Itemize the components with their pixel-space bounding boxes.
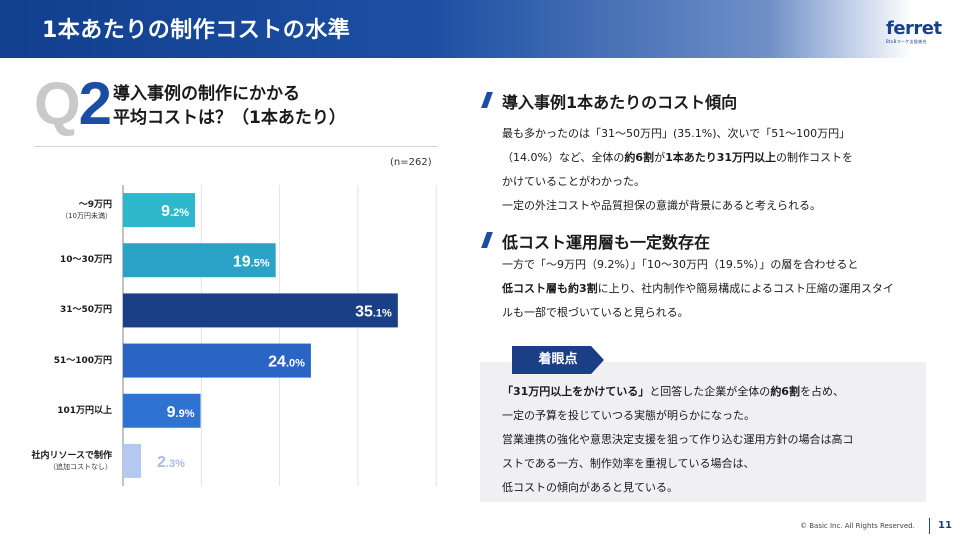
category-name: 10〜30万円	[59, 255, 112, 266]
trend-text-segment: （14.0%）など、全体の	[502, 151, 625, 164]
point-line: 低コストの傾向があると見ている。	[502, 476, 853, 500]
chart-bar	[123, 243, 276, 278]
section-body-lowcost: 一方で「〜9万円（9.2%）」「10〜30万円（19.5%）」の層を合わせると低…	[502, 253, 894, 325]
data-label-main: 35	[355, 303, 373, 320]
chart-bar	[123, 193, 196, 228]
question-divider	[34, 146, 438, 147]
trend-line: （14.0%）など、全体の約6割が1本あたり31万円以上の制作コストを	[502, 146, 853, 170]
chart-category-label: 社内リソースで制作 （追加コストなし）	[4, 450, 112, 472]
data-label-decimal: .3%	[166, 458, 185, 470]
lowcost-line: ルも一部で根づいていると見られる。	[502, 301, 894, 325]
chart-category-label: 10〜30万円	[4, 254, 112, 266]
chart-bar	[123, 343, 311, 378]
data-label-decimal: .9%	[176, 408, 195, 420]
question-line-1: 導入事例の制作にかかる	[113, 84, 300, 104]
trend-text-segment: が	[654, 151, 666, 164]
footer-divider	[929, 518, 930, 534]
ferret-logo: ferret BtoBマーケ支援総合	[886, 18, 946, 50]
point-text-segment: ストである一方、制作効率を重視している場合は、	[502, 457, 755, 470]
lowcost-line: 一方で「〜9万円（9.2%）」「10〜30万円（19.5%）」の層を合わせると	[502, 253, 894, 277]
trend-text-segment: 1本あたり31万円以上	[665, 151, 777, 164]
category-name: 51〜100万円	[53, 355, 112, 366]
section-title-trend: 導入事例1本あたりのコスト傾向	[502, 93, 738, 112]
trend-text-segment: 約6割	[624, 151, 655, 164]
point-line: 営業連携の強化や意思決定支援を狙って作り込む運用方針の場合は高コ	[502, 428, 853, 452]
point-text-segment: 一定の予算を投じていつる実態が明らかになった。	[502, 409, 755, 422]
section-body-trend: 最も多かったのは「31〜50万円」(35.1%)、次いで「51〜100万円」 （1…	[502, 122, 853, 218]
page-title: 1本あたりの制作コストの水準	[42, 18, 351, 43]
data-label-main: 2	[157, 454, 166, 471]
category-name: 社内リソースで制作	[31, 450, 112, 461]
chart-data-label: 35.1%	[355, 303, 392, 320]
chart-data-label: 9.9%	[167, 404, 195, 421]
bar-chart: 9.2%19.5%35.1%24.0%9.9%2.3%	[122, 185, 437, 486]
insight-tag: 着眼点	[512, 346, 604, 374]
insight-body: 「31万円以上をかけている」と回答した企業が全体の約6割を占め、一定の予算を投じ…	[502, 380, 853, 500]
point-text-segment: 低コストの傾向があると見ている。	[502, 481, 678, 494]
category-name: 31〜50万円	[59, 305, 112, 316]
trend-line: 一定の外注コストや品質担保の意識が背景にあると考えられる。	[502, 194, 853, 218]
chart-bar	[123, 443, 142, 478]
category-note: （追加コストなし）	[49, 462, 112, 471]
trend-line: かけていることがわかった。	[502, 170, 853, 194]
trend-text-segment: の制作コストを	[776, 151, 854, 164]
point-line: 一定の予算を投じていつる実態が明らかになった。	[502, 404, 853, 428]
chart-data-label: 24.0%	[268, 354, 305, 371]
logo-wordmark: ferret	[886, 18, 942, 39]
section-marker-lowcost	[481, 232, 493, 248]
question-text: 導入事例の制作にかかる 平均コストは？（1本あたり）	[113, 82, 346, 130]
chart-category-label: 31〜50万円	[4, 304, 112, 316]
data-label-main: 9	[167, 404, 176, 421]
data-label-decimal: .5%	[251, 257, 270, 269]
category-note: （10万円未満）	[61, 212, 112, 221]
question-letter: Q	[34, 70, 81, 137]
question-line-2: 平均コストは？（1本あたり）	[113, 108, 346, 128]
chart-category-label: 〜9万円 （10万円未満）	[4, 199, 112, 221]
category-name: 〜9万円	[78, 200, 112, 211]
insight-box	[480, 362, 926, 502]
point-text-segment: 営業連携の強化や意思決定支援を狙って作り込む運用方針の場合は高コ	[502, 433, 854, 446]
question-number: Q2	[34, 74, 112, 134]
data-label-decimal: .0%	[286, 358, 305, 370]
point-line: ストである一方、制作効率を重視している場合は、	[502, 452, 853, 476]
copyright: © Basic Inc. All Rights Reserved.	[800, 522, 915, 530]
lowcost-text-segment: 低コスト層も約3割	[502, 282, 598, 295]
data-label-decimal: .1%	[373, 307, 392, 319]
data-label-main: 24	[268, 354, 286, 371]
chart-category-label: 101万円以上	[4, 405, 112, 417]
point-line: 「31万円以上をかけている」と回答した企業が全体の約6割を占め、	[502, 380, 853, 404]
question-digit: 2	[78, 70, 112, 137]
header-band: 1本あたりの制作コストの水準	[0, 0, 960, 58]
chart-data-label: 9.2%	[161, 203, 189, 220]
point-text-segment: 「31万円以上をかけている」	[502, 385, 650, 398]
chart-category-label: 51〜100万円	[4, 355, 112, 367]
chart-bar	[123, 393, 201, 428]
section-marker-trend	[481, 92, 493, 108]
data-label-main: 19	[233, 253, 251, 270]
data-label-main: 9	[161, 203, 170, 220]
point-text-segment: と回答した企業が全体の	[649, 385, 771, 398]
chart-data-label: 19.5%	[233, 253, 270, 270]
trend-line: 最も多かったのは「31〜50万円」(35.1%)、次いで「51〜100万円」	[502, 122, 853, 146]
section-title-lowcost: 低コスト運用層も一定数存在	[502, 233, 711, 252]
category-name: 101万円以上	[57, 405, 112, 416]
point-text-segment: 約6割	[770, 385, 800, 398]
lowcost-line: 低コスト層も約3割に上り、社内制作や簡易構成によるコスト圧縮の運用スタイ	[502, 277, 894, 301]
chart-bar	[123, 293, 398, 328]
lowcost-text-segment: ルも一部で根づいていると見られる。	[502, 306, 689, 319]
data-label-decimal: .2%	[170, 207, 189, 219]
point-text-segment: を占め、	[799, 385, 844, 398]
trend-text-segment: 最も多かったのは「31〜50万円」(35.1%)、次いで「51〜100万円」	[502, 127, 851, 140]
chart-data-label: 2.3%	[157, 454, 185, 471]
lowcost-text-segment: 一方で「〜9万円（9.2%）」「10〜30万円（19.5%）」の層を合わせると	[502, 258, 859, 271]
trend-text-segment: かけていることがわかった。	[502, 175, 645, 188]
sample-size: (n=262)	[390, 157, 432, 168]
page-number: 11	[938, 520, 952, 531]
lowcost-text-segment: に上り、社内制作や簡易構成によるコスト圧縮の運用スタイ	[597, 282, 894, 295]
logo-tagline: BtoBマーケ支援総合	[886, 39, 927, 44]
trend-text-segment: 一定の外注コストや品質担保の意識が背景にあると考えられる。	[502, 199, 821, 212]
